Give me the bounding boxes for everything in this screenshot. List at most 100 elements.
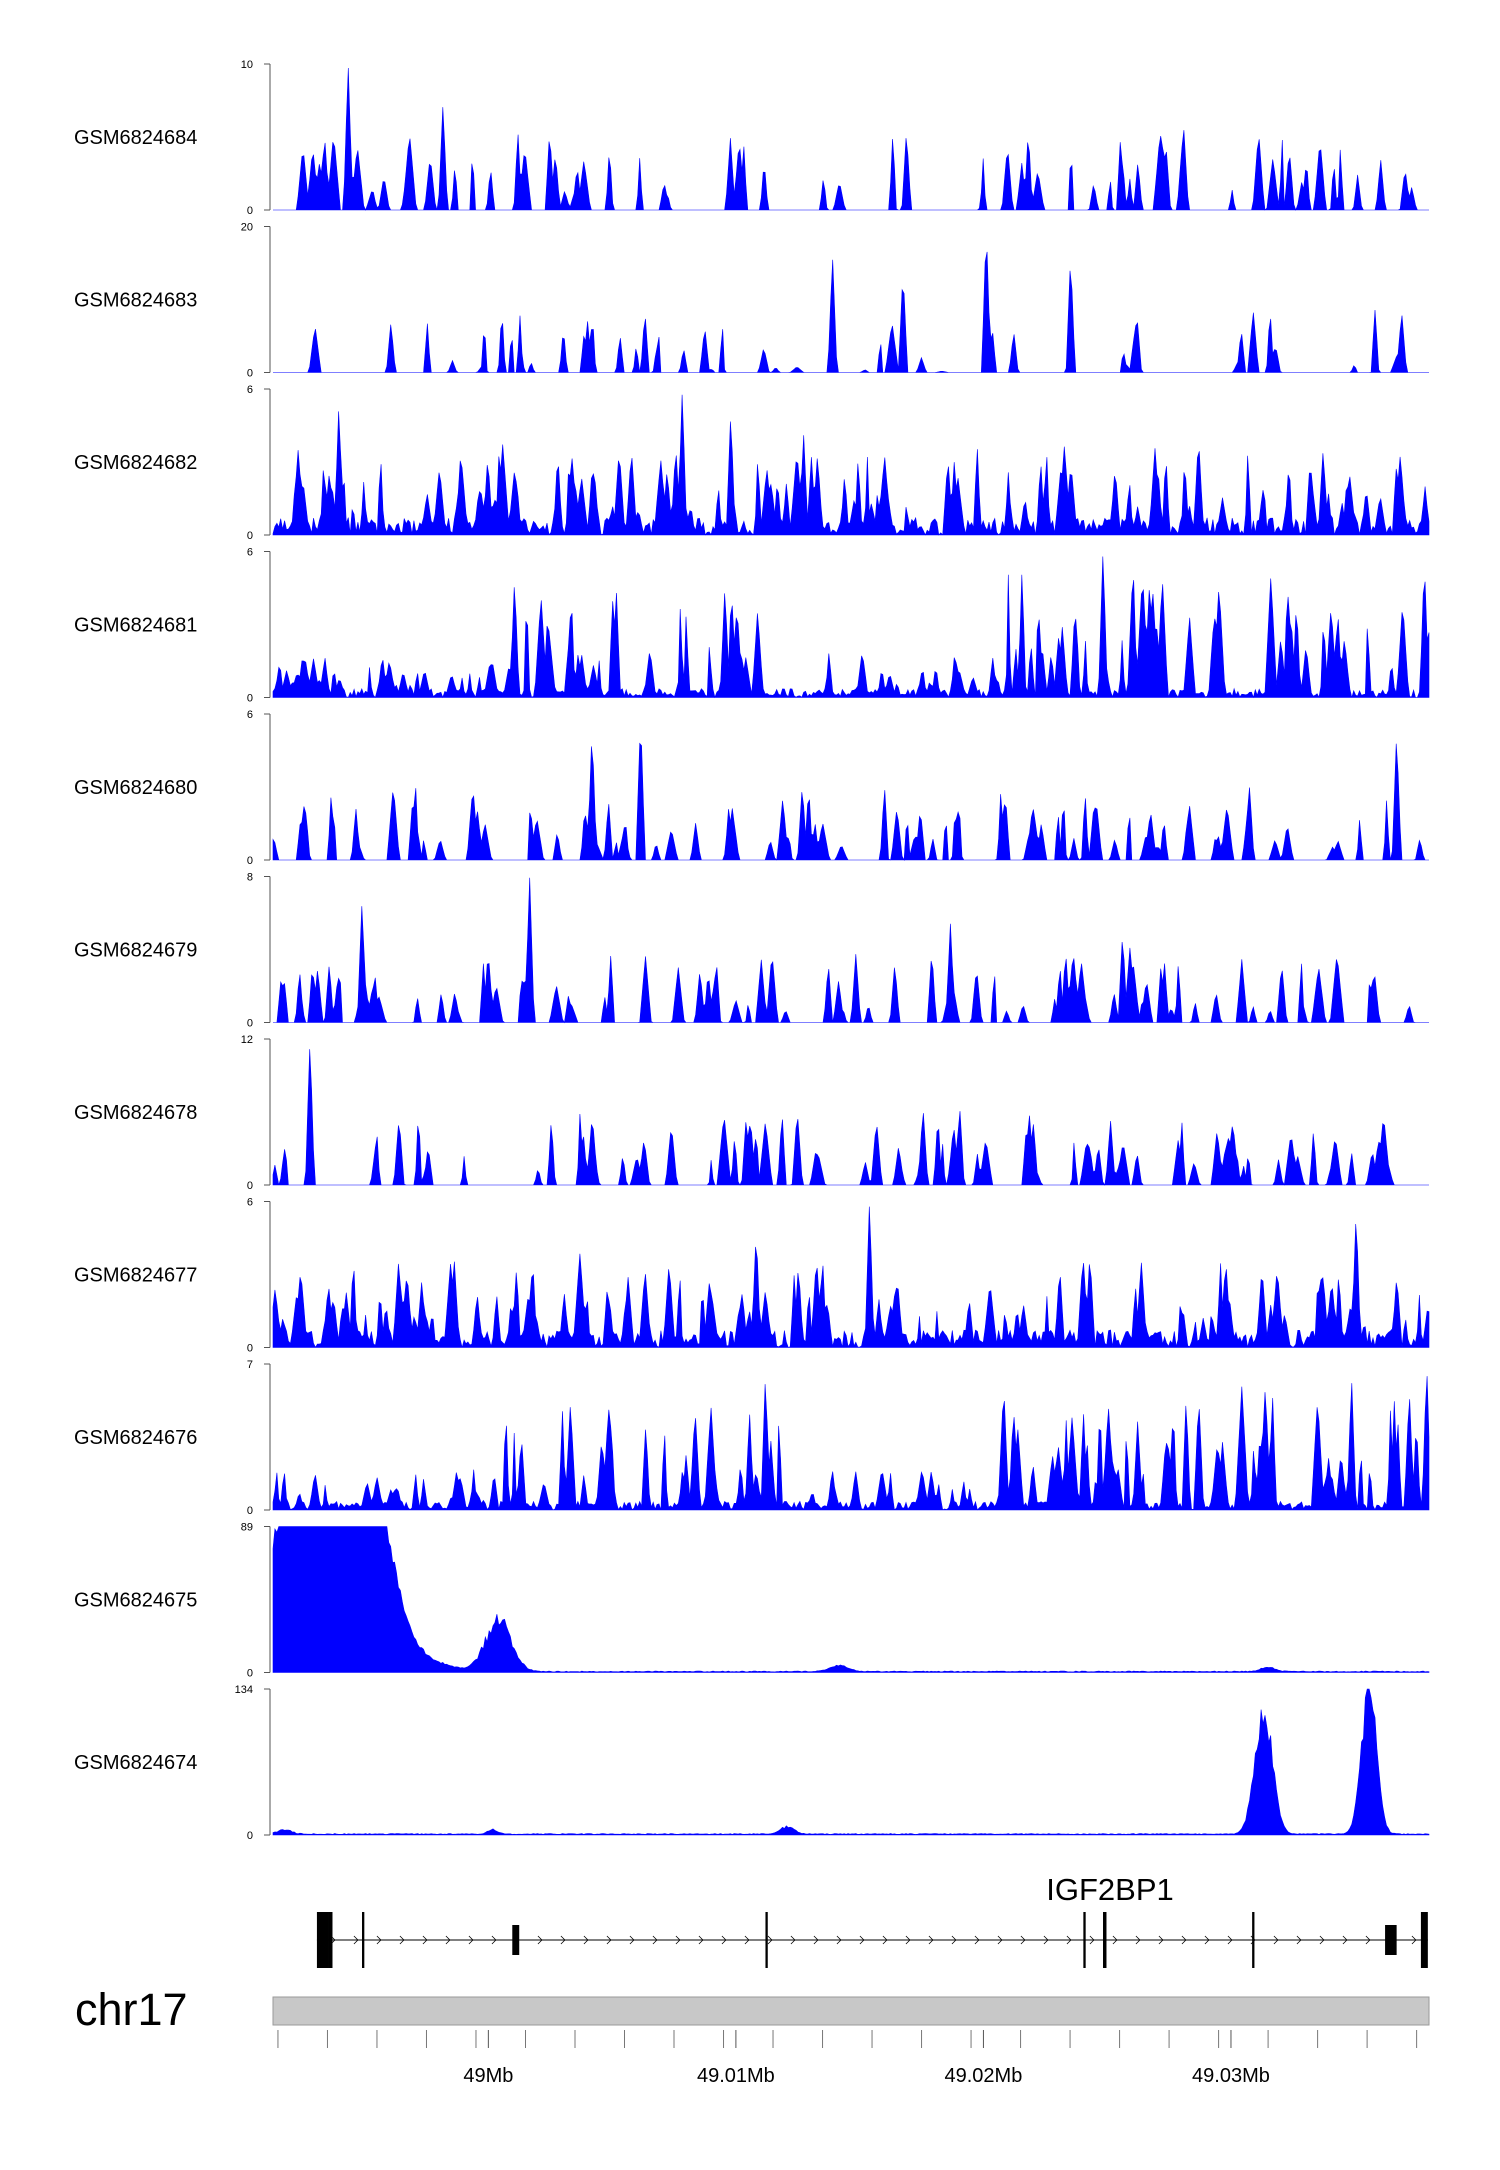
strand-arrow [859, 1935, 865, 1945]
y-zero-label: 0 [247, 368, 253, 380]
strand-arrow [813, 1935, 819, 1945]
track-name-label: GSM6824684 [74, 127, 197, 149]
y-zero-label: 0 [247, 1018, 253, 1030]
strand-arrow [468, 1935, 474, 1945]
y-max-label: 6 [247, 384, 253, 396]
coverage-area [272, 1206, 1430, 1349]
chromosome-ideogram-bar [272, 1996, 1430, 2026]
y-max-label: 20 [241, 222, 253, 234]
exon-block [1103, 1912, 1107, 1968]
y-max-label: 89 [241, 1522, 253, 1534]
strand-arrow [997, 1935, 1003, 1945]
strand-arrow [353, 1935, 359, 1945]
strand-arrow [629, 1935, 635, 1945]
y-zero-label: 0 [247, 1668, 253, 1680]
strand-arrow [652, 1935, 658, 1945]
track-GSM6824675: GSM6824675 89 0 [74, 1522, 1430, 1680]
track-name-label: GSM6824675 [74, 1590, 197, 1612]
exon-block [316, 1912, 329, 1968]
strand-arrow [1411, 1935, 1417, 1945]
track-GSM6824684: GSM6824684 10 0 [74, 59, 1429, 217]
track-name-label: GSM6824679 [74, 940, 197, 962]
strand-arrow [1020, 1935, 1026, 1945]
strand-arrow [721, 1935, 727, 1945]
y-zero-label: 0 [247, 855, 253, 867]
strand-arrow [1204, 1935, 1210, 1945]
y-zero-label: 0 [247, 530, 253, 542]
track-name-label: GSM6824681 [74, 615, 197, 637]
strand-arrow [1296, 1935, 1302, 1945]
coverage-tracks: GSM6824684100GSM6824683200GSM682468260GS… [74, 59, 1430, 1842]
strand-arrow [1158, 1935, 1164, 1945]
track-GSM6824683: GSM6824683 20 0 [74, 222, 1429, 380]
strand-arrow [399, 1935, 405, 1945]
y-max-label: 7 [247, 1359, 253, 1371]
y-max-label: 8 [247, 872, 253, 884]
axis-tick-label: 49.03Mb [1192, 2065, 1270, 2087]
track-name-label: GSM6824683 [74, 290, 197, 312]
exon-block [1385, 1925, 1397, 1955]
track-name-label: GSM6824674 [74, 1752, 197, 1774]
exon-block [765, 1912, 768, 1968]
coverage-area [272, 394, 1430, 536]
strand-arrow [1043, 1935, 1049, 1945]
track-name-label: GSM6824676 [74, 1427, 197, 1449]
y-max-label: 6 [247, 709, 253, 721]
strand-arrow [928, 1935, 934, 1945]
coverage-area [272, 1376, 1430, 1511]
y-zero-label: 0 [247, 693, 253, 705]
exon-block [1083, 1912, 1086, 1968]
track-GSM6824681: GSM6824681 6 0 [74, 547, 1430, 705]
exon-block [328, 1912, 333, 1968]
gene-model-track: IGF2BP1 [316, 1872, 1428, 1968]
gene-name-label: IGF2BP1 [1046, 1872, 1174, 1907]
coverage-area [273, 877, 1429, 1024]
strand-arrow [882, 1935, 888, 1945]
axis-tick-label: 49.02Mb [945, 2065, 1023, 2087]
strand-arrow [744, 1935, 750, 1945]
strand-arrow [836, 1935, 842, 1945]
track-GSM6824679: GSM6824679 8 0 [74, 872, 1429, 1030]
exon-block [512, 1925, 520, 1955]
axis-tick-label: 49Mb [463, 2065, 513, 2087]
track-GSM6824680: GSM6824680 6 0 [74, 709, 1429, 867]
strand-arrow [698, 1935, 704, 1945]
track-name-label: GSM6824677 [74, 1265, 197, 1287]
strand-arrow [1273, 1935, 1279, 1945]
strand-arrow [767, 1935, 773, 1945]
strand-arrow [1342, 1935, 1348, 1945]
strand-arrow [1112, 1935, 1118, 1945]
coverage-area [272, 742, 1429, 862]
strand-arrow [790, 1935, 796, 1945]
coverage-area [273, 67, 1429, 211]
coverage-area [272, 556, 1430, 699]
strand-arrow [951, 1935, 957, 1945]
strand-arrow [560, 1935, 566, 1945]
strand-arrow [675, 1935, 681, 1945]
coverage-area [272, 1049, 1429, 1186]
y-zero-label: 0 [247, 1830, 253, 1842]
strand-arrow [491, 1935, 497, 1945]
coverage-area [272, 1688, 1430, 1836]
strand-arrow [1365, 1935, 1371, 1945]
strand-arrow [1227, 1935, 1233, 1945]
y-zero-label: 0 [247, 1343, 253, 1355]
chromosome-axis-track: chr17 [75, 1984, 1430, 2035]
track-GSM6824677: GSM6824677 6 0 [74, 1197, 1430, 1355]
y-max-label: 12 [241, 1034, 253, 1046]
track-name-label: GSM6824678 [74, 1102, 197, 1124]
strand-arrow [376, 1935, 382, 1945]
strand-arrow [422, 1935, 428, 1945]
strand-arrow [537, 1935, 543, 1945]
track-GSM6824676: GSM6824676 7 0 [74, 1359, 1430, 1517]
track-GSM6824674: GSM6824674 134 0 [74, 1684, 1430, 1842]
y-max-label: 10 [241, 59, 253, 71]
strand-arrow [1089, 1935, 1095, 1945]
exon-block [1420, 1912, 1428, 1968]
track-GSM6824678: GSM6824678 12 0 [74, 1034, 1429, 1192]
y-zero-label: 0 [247, 205, 253, 217]
y-zero-label: 0 [247, 1180, 253, 1192]
strand-arrow [583, 1935, 589, 1945]
y-zero-label: 0 [247, 1505, 253, 1517]
